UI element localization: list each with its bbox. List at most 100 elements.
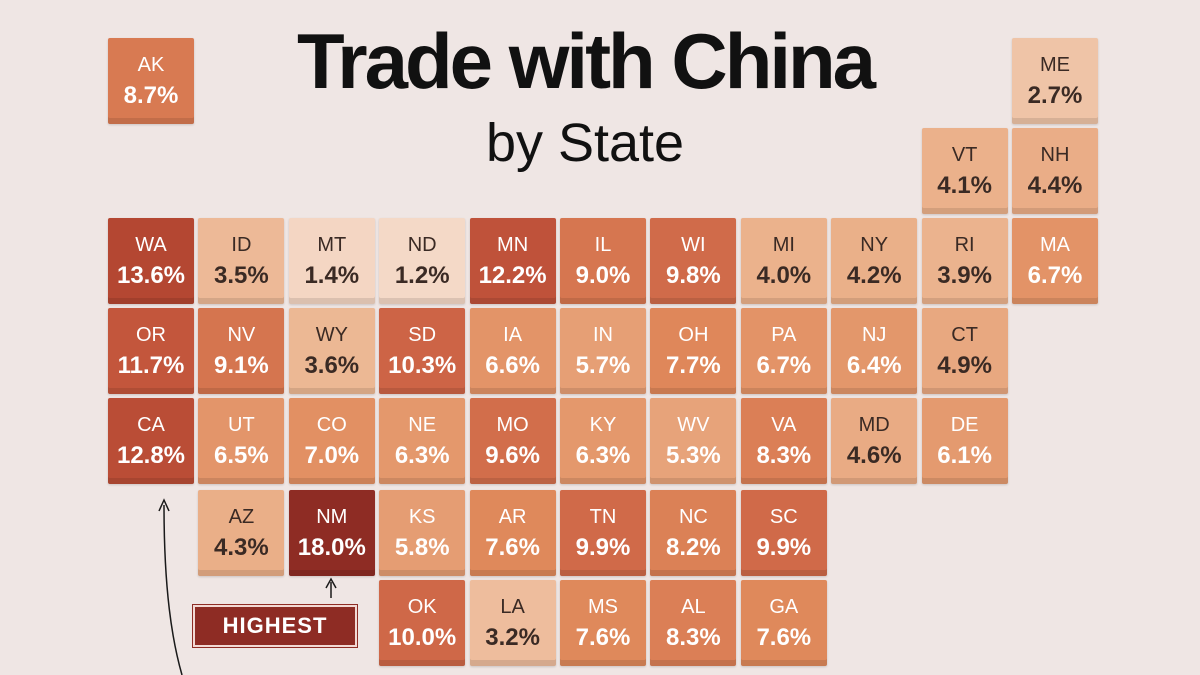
state-tile-ct: CT 4.9% [921,308,1008,394]
state-value: 3.2% [485,624,540,651]
state-value: 5.3% [666,442,721,469]
state-value: 3.5% [214,262,269,289]
state-value: 1.4% [304,262,360,289]
state-value: 6.1% [937,442,992,469]
state-abbr: OR [136,324,166,346]
state-value: 11.7% [117,352,185,379]
state-abbr: NV [227,324,256,346]
state-tile-pa: PA 6.7% [740,308,827,394]
state-value: 3.6% [304,352,360,379]
state-abbr: KY [589,414,617,436]
state-abbr: SC [769,506,798,528]
state-tile-nv: NV 9.1% [198,308,285,394]
state-abbr: KS [408,506,436,528]
state-abbr: OK [407,596,437,618]
state-abbr: ME [1040,54,1070,76]
state-tile-or: OR 11.7% [108,308,194,394]
state-tile-mi: MI 4.0% [740,218,827,304]
state-tile-ne: NE 6.3% [379,398,466,484]
state-value: 10.0% [388,624,457,651]
state-tile-co: CO 7.0% [288,398,375,484]
state-tile-vt: VT 4.1% [921,128,1008,214]
state-abbr: AL [681,596,706,618]
state-value: 6.7% [1027,262,1083,289]
state-value: 6.3% [394,442,450,469]
state-abbr: AZ [228,506,255,528]
state-tile-nm: NM 18.0% [288,490,375,576]
state-value: 4.6% [846,442,902,469]
state-value: 7.6% [485,534,540,561]
state-value: 4.9% [937,352,992,379]
state-tile-nd: ND 1.2% [379,218,466,304]
state-value: 6.7% [756,352,812,379]
state-abbr: NE [408,414,437,436]
state-tile-wy: WY 3.6% [288,308,375,394]
state-value: 13.6% [116,262,186,289]
state-value: 4.1% [937,172,992,199]
state-tile-sd: SD 10.3% [379,308,466,394]
state-abbr: MD [858,414,890,436]
state-tile-mo: MO 9.6% [469,398,556,484]
state-abbr: WI [681,234,706,256]
state-tile-oh: OH 7.7% [650,308,737,394]
state-tile-ok: OK 10.0% [379,580,466,666]
state-abbr: NC [678,506,708,528]
state-tile-de: DE 6.1% [921,398,1008,484]
state-abbr: WV [677,414,710,436]
state-abbr: VT [951,144,978,166]
state-tile-nc: NC 8.2% [650,490,737,576]
state-value: 9.0% [575,262,631,289]
state-value: 1.2% [394,262,450,289]
state-abbr: NY [860,234,889,256]
state-tile-va: VA 8.3% [740,398,827,484]
state-tile-al: AL 8.3% [650,580,737,666]
state-abbr: MA [1040,234,1070,256]
state-value: 6.5% [214,442,269,469]
state-abbr: UT [228,414,255,436]
state-tile-id: ID 3.5% [198,218,285,304]
map-subtitle: by State [485,113,685,173]
state-abbr: MS [588,596,618,618]
state-abbr: DE [950,414,979,436]
state-abbr: CT [951,324,978,346]
state-abbr: GA [769,596,799,618]
state-tile-nh: NH 4.4% [1012,128,1098,214]
state-value: 8.3% [756,442,812,469]
state-abbr: IA [503,324,523,346]
state-value: 12.2% [478,262,547,289]
state-value: 9.9% [575,534,631,561]
state-value: 12.8% [116,442,186,469]
state-abbr: PA [771,324,797,346]
state-value: 7.6% [756,624,812,651]
nm-arrow-head [325,577,337,589]
state-tile-la: LA 3.2% [469,580,556,666]
state-tile-md: MD 4.6% [831,398,918,484]
state-abbr: CA [137,414,165,436]
state-tile-ms: MS 7.6% [560,580,646,666]
state-abbr: WA [135,234,167,256]
state-abbr: LA [500,596,525,618]
state-tile-wv: WV 5.3% [650,398,737,484]
state-abbr: NH [1040,144,1070,166]
state-tile-sc: SC 9.9% [740,490,827,576]
state-abbr: MI [772,234,795,256]
state-tile-mn: MN 12.2% [469,218,556,304]
state-tile-ky: KY 6.3% [560,398,646,484]
highest-callout-badge: HIGHEST [193,605,357,647]
state-value: 2.7% [1027,82,1083,109]
state-value: 4.4% [1027,172,1083,199]
state-tile-az: AZ 4.3% [198,490,285,576]
state-value: 8.7% [123,82,179,109]
state-abbr: IL [594,234,612,256]
state-abbr: NJ [861,324,887,346]
state-abbr: ND [407,234,437,256]
state-abbr: VA [771,414,797,436]
state-abbr: CO [316,414,347,436]
state-tile-wi: WI 9.8% [650,218,737,304]
state-value: 3.9% [937,262,992,289]
state-tile-mt: MT 1.4% [288,218,375,304]
state-value: 18.0% [297,534,366,561]
state-tile-nj: NJ 6.4% [831,308,918,394]
state-abbr: AK [137,54,165,76]
